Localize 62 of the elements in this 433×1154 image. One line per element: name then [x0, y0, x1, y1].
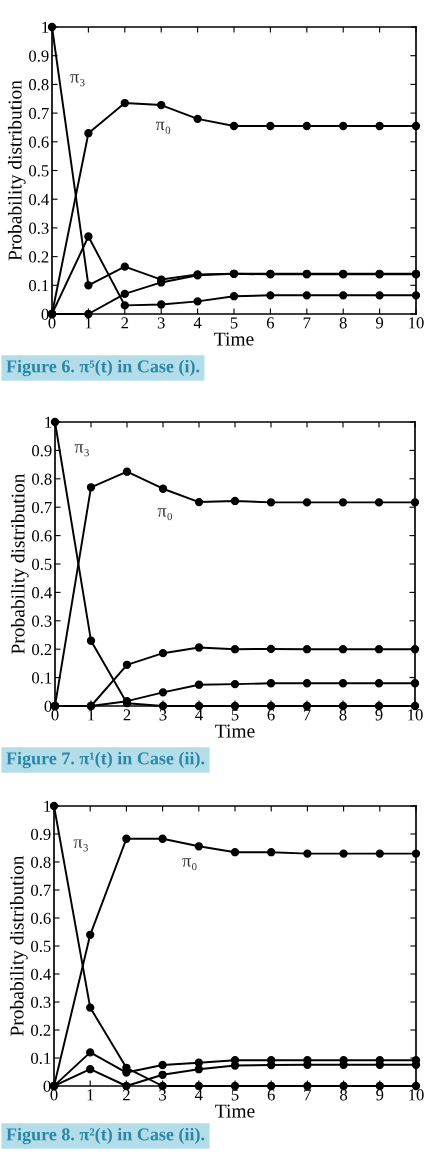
x-tick-label: 1: [87, 1089, 94, 1101]
x-tick-label: 2: [121, 317, 129, 329]
x-tick-label: 8: [339, 317, 347, 329]
y-tick-label: 0.8: [29, 79, 49, 91]
x-tick-label: 9: [375, 317, 384, 329]
x-tick-label: 7: [303, 317, 311, 329]
y-axis-title: Probability distribution: [7, 80, 26, 261]
y-tick-label: 0.3: [32, 615, 52, 627]
y-axis-title: Probability distribution: [10, 473, 29, 654]
y-axis-title: Probability distribution: [9, 855, 28, 1036]
y-tick-label: 0.4: [32, 587, 52, 599]
series-label: π₃: [70, 74, 85, 87]
y-tick-label: 0.4: [29, 193, 49, 206]
y-tick-label: 0.6: [29, 136, 49, 148]
caption: Figure 6. π⁵(t) in Case (i).: [6, 359, 200, 377]
y-tick-label: 0.2: [32, 643, 52, 656]
y-tick-label: 0.1: [32, 672, 52, 684]
y-tick-label: 0.5: [31, 940, 51, 953]
y-tick-label: 0.3: [31, 996, 51, 1009]
x-axis-title: Time: [215, 724, 255, 738]
y-tick-label: 0.9: [29, 50, 49, 62]
x-tick-label: 1: [85, 317, 92, 329]
y-tick-label: 0.5: [32, 558, 52, 571]
y-tick-label: 0.7: [31, 884, 51, 897]
x-tick-label: 3: [157, 317, 165, 329]
legend-label: π₃: [74, 444, 89, 457]
y-tick-label: 0.7: [32, 501, 52, 514]
series-label: π₀: [155, 121, 171, 134]
y-tick-label: 0.5: [29, 165, 49, 177]
y-tick-label: 0.7: [29, 107, 49, 120]
x-tick-label: 10: [408, 709, 423, 721]
caption: Figure 8. π²(t) in Case (ii).: [6, 1127, 205, 1145]
y-tick-label: 0.9: [31, 828, 51, 841]
x-tick-label: 6: [266, 317, 275, 329]
y-tick-label: 0.2: [31, 1024, 51, 1037]
x-tick-label: 5: [230, 317, 238, 329]
y-tick-label: 1: [44, 800, 51, 812]
x-axis-title: Time: [214, 332, 254, 346]
x-tick-label: 6: [267, 709, 275, 721]
y-tick-label: 0.1: [31, 1052, 51, 1065]
x-tick-label: 10: [409, 1089, 424, 1101]
y-tick-label: 0.8: [32, 473, 52, 485]
x-tick-label: 4: [195, 709, 203, 721]
y-tick-label: 0.6: [32, 530, 52, 542]
y-tick-label: 1: [45, 416, 52, 428]
y-tick-label: 1: [42, 21, 49, 33]
y-tick-label: 0.8: [31, 856, 51, 869]
x-tick-label: 2: [123, 709, 131, 721]
series-label: π₀: [157, 508, 172, 521]
y-tick-label: 0.1: [29, 280, 49, 292]
x-axis-title: Time: [215, 1104, 255, 1118]
x-tick-label: 4: [194, 1089, 203, 1101]
x-tick-label: 10: [409, 317, 424, 329]
x-tick-label: 4: [193, 317, 202, 329]
y-tick-label: 0.4: [31, 968, 51, 981]
y-tick-label: 0.9: [32, 445, 52, 457]
y-tick-label: 0.6: [31, 912, 51, 925]
caption: Figure 7. π¹(t) in Case (ii).: [6, 751, 205, 769]
y-tick-label: 0.3: [29, 222, 49, 234]
series-label: π₀: [182, 858, 197, 871]
series-label: π₃: [73, 839, 88, 852]
y-tick-label: 0.2: [29, 251, 49, 263]
